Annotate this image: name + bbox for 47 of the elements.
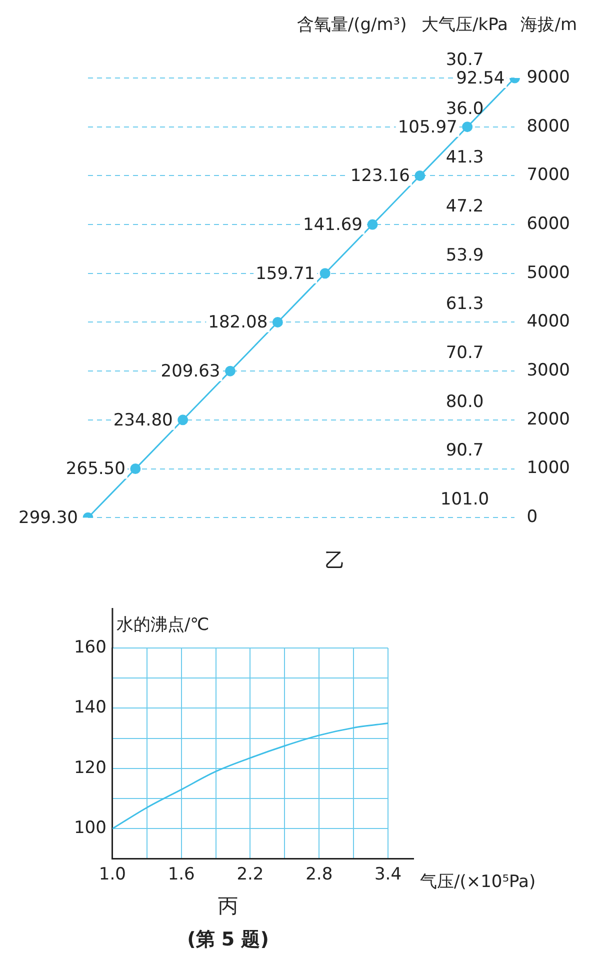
x-tick-label: 3.4 (374, 864, 402, 884)
annotation: 80.0 (446, 392, 484, 412)
y-tick-label: 1000 (526, 458, 570, 478)
y-axis-title: 水的沸点/℃ (116, 614, 210, 635)
annotation: 61.3 (446, 294, 484, 314)
y-tick-label: 120 (74, 758, 106, 778)
y-tick-label: 2000 (526, 409, 570, 430)
annotation: 265.50 (66, 459, 126, 480)
y-tick-label: 140 (74, 698, 106, 718)
annotation: 141.69 (303, 214, 362, 235)
y-tick-label: 8000 (526, 116, 570, 136)
annotation: 209.63 (160, 361, 220, 382)
annotation: 90.7 (446, 440, 484, 461)
x-tick-label: 2.2 (236, 864, 264, 884)
y-tick-label: 4000 (526, 312, 570, 332)
annotation: 182.08 (208, 312, 268, 333)
y-tick-label: 5000 (526, 262, 570, 283)
annotation: 123.16 (350, 166, 410, 186)
text: 丙 (218, 893, 238, 918)
annotation: 36.0 (446, 98, 484, 119)
y-tick-label: 100 (74, 818, 106, 838)
annotation: 234.80 (113, 410, 173, 430)
annotation: 41.3 (446, 148, 484, 168)
annotation: 101.0 (440, 490, 490, 510)
x-axis-title: 含氧量/(g/m³) (296, 14, 407, 35)
y-axis-title: 海拔/m (520, 14, 578, 35)
annotation: 53.9 (446, 245, 484, 266)
y-tick-label: 160 (74, 637, 106, 658)
text: (第 5 题) (187, 928, 269, 951)
y-tick-label: 9000 (526, 67, 570, 88)
annotation: 159.71 (256, 264, 316, 284)
annotation: 70.7 (446, 342, 484, 363)
y-tick-label: 6000 (526, 214, 570, 234)
x-tick-label: 2.8 (306, 864, 333, 884)
y-tick-label: 3000 (526, 360, 570, 380)
text: 299.30 (18, 508, 78, 528)
annotation: 105.97 (398, 117, 458, 138)
annotation: 47.2 (446, 196, 484, 216)
text: 乙 (325, 548, 345, 572)
x-tick-label: 1.0 (98, 864, 126, 884)
y-tick-label: 0 (526, 507, 538, 528)
x-axis-title: 气压/(×10⁵Pa) (420, 872, 536, 892)
annotation: 92.54 (456, 68, 505, 88)
x-tick-label: 1.6 (168, 864, 195, 884)
y-tick-label: 7000 (526, 165, 570, 186)
text: 30.7 (446, 50, 484, 70)
text: 大气压/kPa (421, 14, 508, 35)
